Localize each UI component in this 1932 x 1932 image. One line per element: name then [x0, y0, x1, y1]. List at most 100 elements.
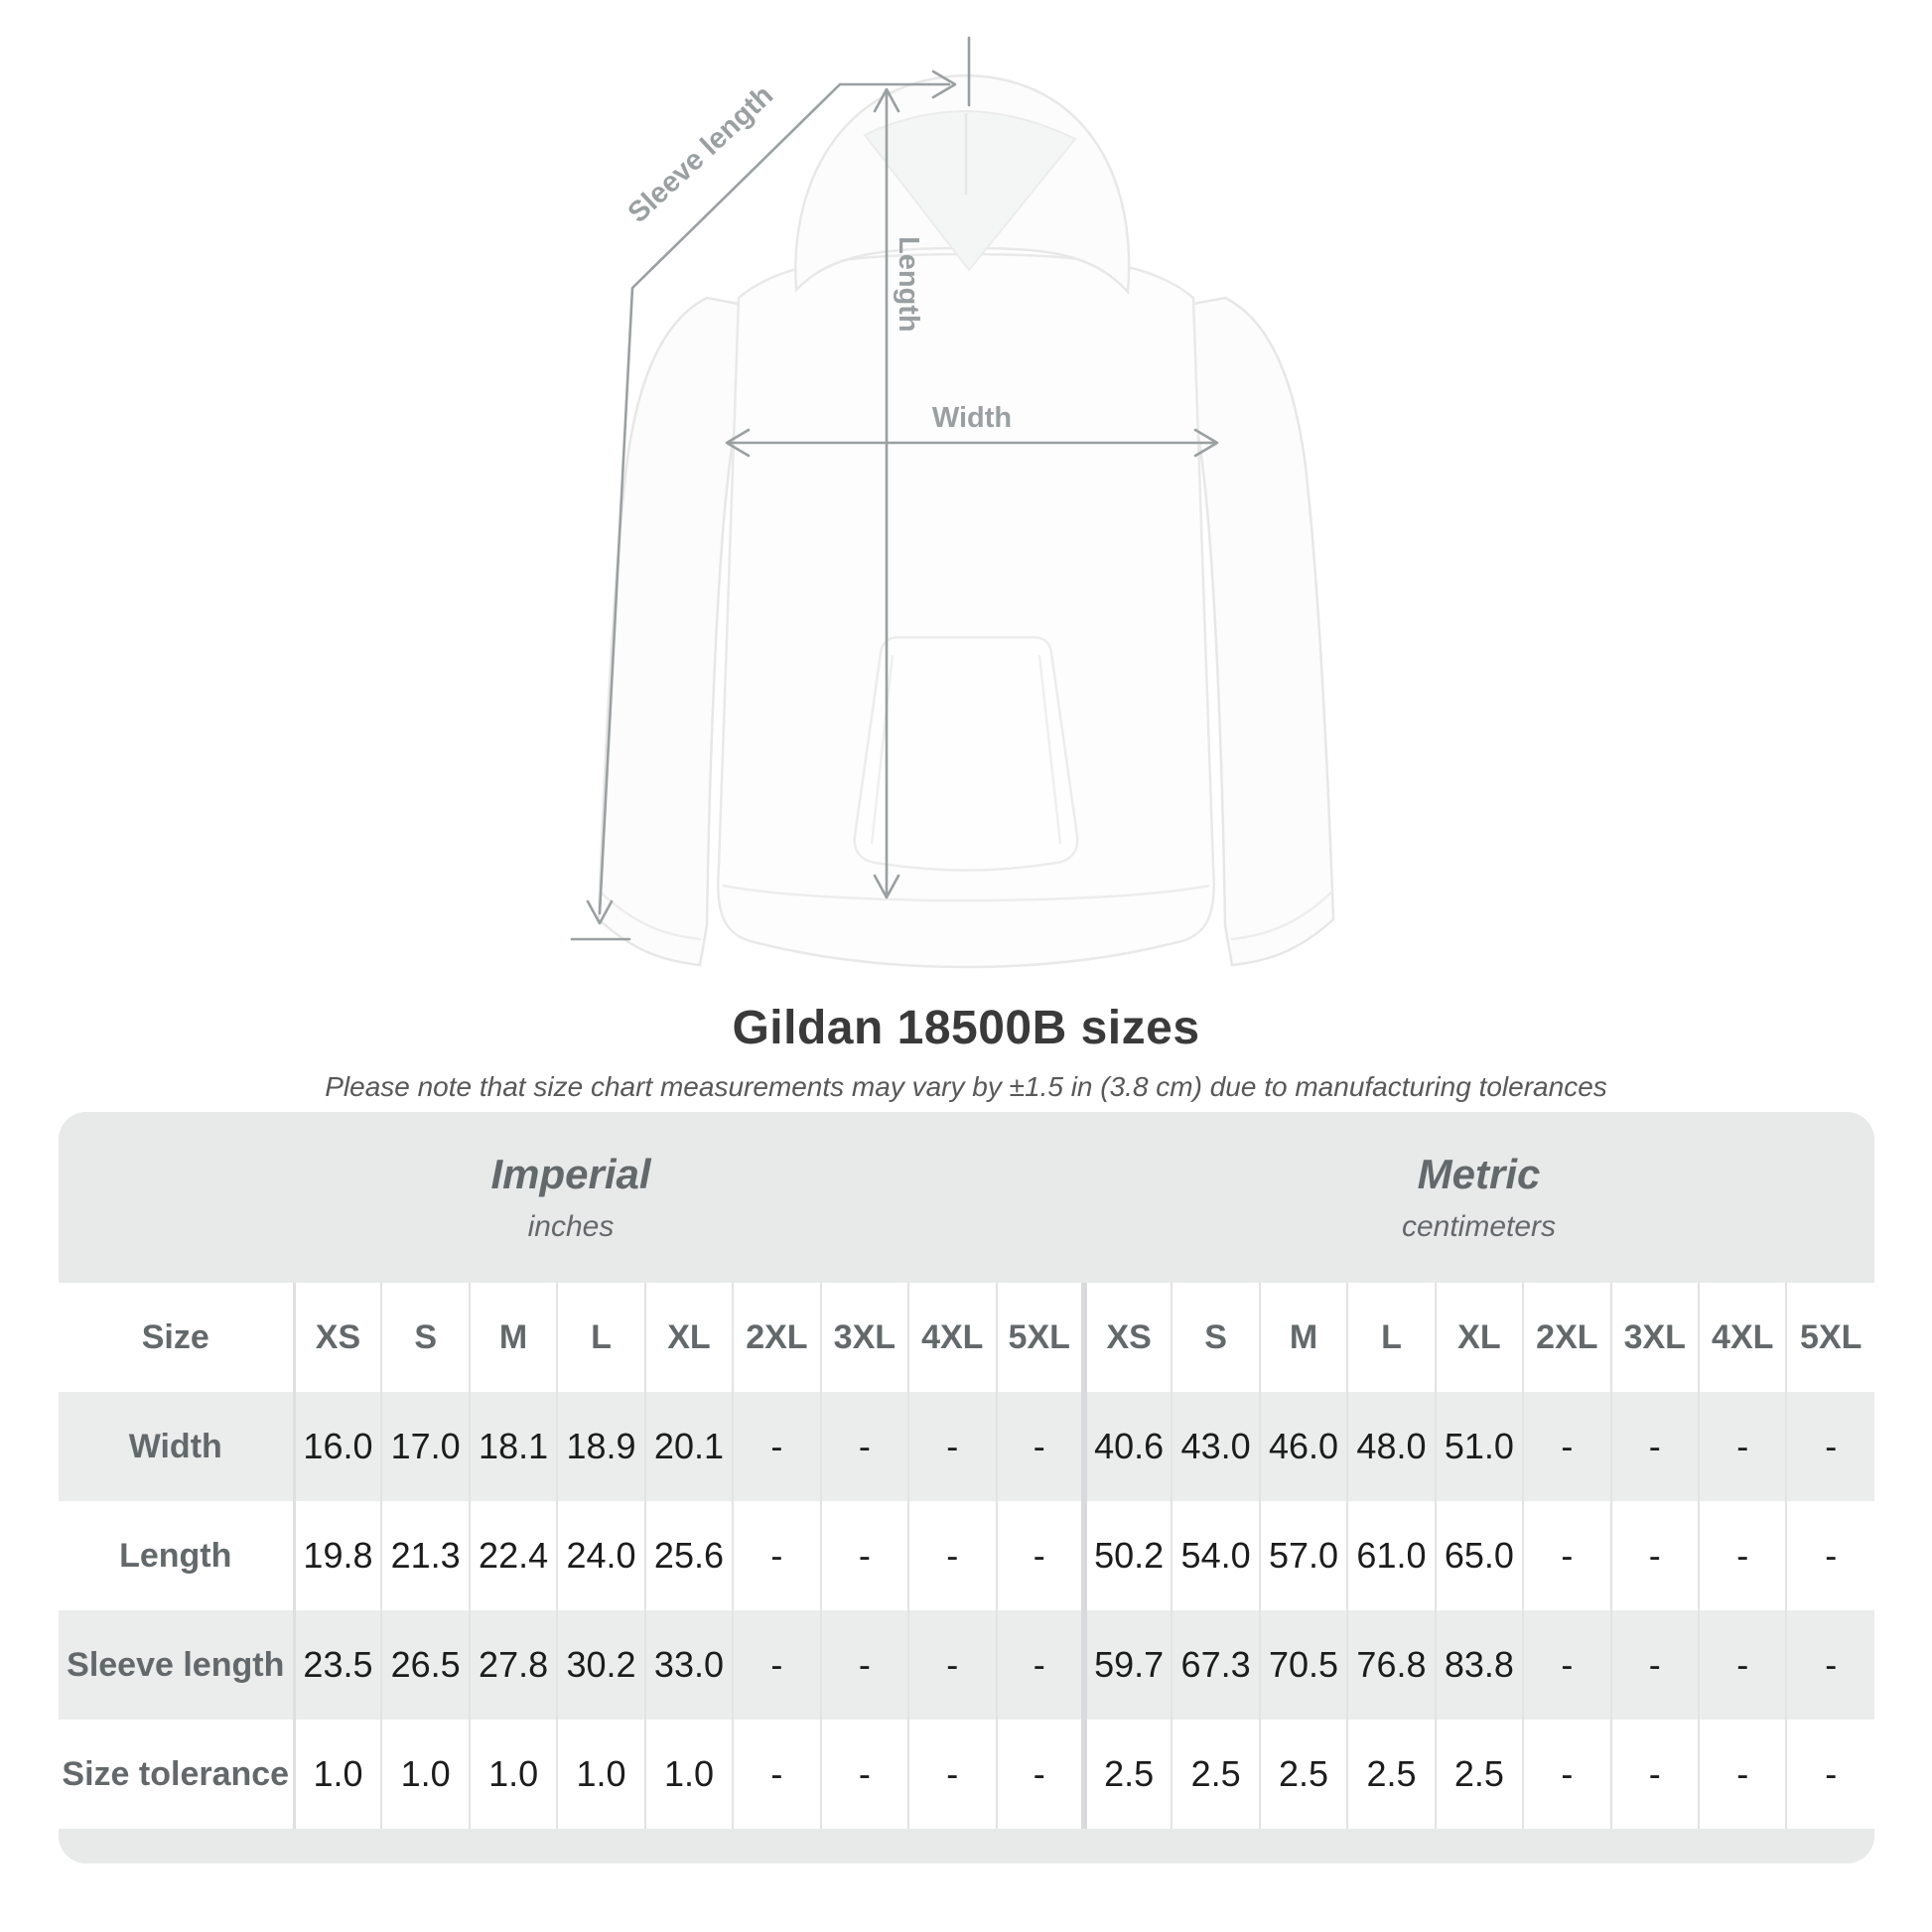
- size-header-cell: 5XL: [995, 1283, 1084, 1392]
- value-cell: 18.1: [468, 1392, 558, 1501]
- value-cell: 16.0: [292, 1392, 382, 1501]
- value-cell: 19.8: [292, 1501, 382, 1610]
- size-table-grid: Size XS S M L XL 2XL 3XL 4XL 5XL XS S M …: [59, 1283, 1874, 1829]
- size-header-cell: S: [1171, 1283, 1260, 1392]
- value-cell: 2.5: [1258, 1720, 1348, 1829]
- title-block: Gildan 18500B sizes Please note that siz…: [0, 1001, 1932, 1103]
- size-header-cell: XL: [643, 1283, 734, 1392]
- value-cell: -: [732, 1610, 821, 1720]
- value-cell: -: [1609, 1392, 1699, 1501]
- value-cell: -: [1609, 1720, 1699, 1829]
- value-cell: 76.8: [1346, 1610, 1436, 1720]
- unit-group-unit: inches: [527, 1210, 615, 1243]
- value-cell: -: [1522, 1720, 1611, 1829]
- value-cell: -: [1697, 1501, 1787, 1610]
- value-cell: -: [907, 1610, 997, 1720]
- value-cell: 54.0: [1171, 1501, 1260, 1610]
- value-cell: -: [907, 1720, 997, 1829]
- value-cell: 2.5: [1434, 1720, 1524, 1829]
- value-cell: -: [732, 1720, 821, 1829]
- value-cell: -: [1609, 1610, 1699, 1720]
- table-row-size-tolerance: Size tolerance 1.0 1.0 1.0 1.0 1.0 - - -…: [59, 1720, 1874, 1829]
- row-label: Length: [119, 1536, 232, 1575]
- table-footer-band: [59, 1829, 1874, 1863]
- value-cell: 83.8: [1434, 1610, 1524, 1720]
- size-table: Imperial inches Metric centimeters Size …: [59, 1112, 1874, 1863]
- sleeve-length-label: Sleeve length: [622, 79, 780, 229]
- value-cell: -: [1522, 1392, 1611, 1501]
- size-header-cell: S: [380, 1283, 470, 1392]
- value-cell: -: [995, 1610, 1084, 1720]
- size-header-cell: 4XL: [907, 1283, 997, 1392]
- value-cell: -: [907, 1392, 997, 1501]
- value-cell: 30.2: [556, 1610, 645, 1720]
- value-cell: -: [819, 1720, 909, 1829]
- value-cell: 67.3: [1171, 1610, 1260, 1720]
- value-cell: -: [819, 1501, 909, 1610]
- value-cell: 25.6: [643, 1501, 734, 1610]
- size-header-cell: M: [1258, 1283, 1348, 1392]
- row-label: Size tolerance: [62, 1754, 290, 1793]
- value-cell: 40.6: [1080, 1392, 1173, 1501]
- value-cell: 1.0: [292, 1720, 382, 1829]
- value-cell: 1.0: [556, 1720, 645, 1829]
- value-cell: 1.0: [380, 1720, 470, 1829]
- size-header-cell: 4XL: [1697, 1283, 1787, 1392]
- unit-group-metric: Metric centimeters: [1083, 1112, 1874, 1283]
- size-header-cell: 3XL: [1609, 1283, 1699, 1392]
- hoodie-pocket: [853, 635, 1079, 872]
- size-header-cell: 2XL: [1522, 1283, 1611, 1392]
- value-cell: 43.0: [1171, 1392, 1260, 1501]
- value-cell: 61.0: [1346, 1501, 1436, 1610]
- size-header-cell: 5XL: [1785, 1283, 1874, 1392]
- value-cell: 33.0: [643, 1610, 734, 1720]
- length-label: Length: [893, 236, 924, 333]
- length-arrow: Length: [873, 87, 924, 899]
- size-header-cell: 2XL: [732, 1283, 821, 1392]
- hoodie-sleeves: [597, 296, 1335, 967]
- value-cell: -: [819, 1610, 909, 1720]
- value-cell: -: [1609, 1501, 1699, 1610]
- width-arrow: Width: [725, 402, 1219, 458]
- value-cell: -: [1785, 1610, 1874, 1720]
- value-cell: -: [1697, 1610, 1787, 1720]
- value-cell: 1.0: [643, 1720, 734, 1829]
- value-cell: 1.0: [468, 1720, 558, 1829]
- value-cell: 21.3: [380, 1501, 470, 1610]
- value-cell: -: [1522, 1610, 1611, 1720]
- size-header-cell: XS: [1080, 1283, 1173, 1392]
- size-header-cell: 3XL: [819, 1283, 909, 1392]
- value-cell: -: [732, 1392, 821, 1501]
- unit-group-name: Imperial: [490, 1151, 651, 1197]
- unit-group-imperial: Imperial inches: [59, 1112, 1083, 1283]
- value-cell: -: [907, 1501, 997, 1610]
- value-cell: -: [1785, 1501, 1874, 1610]
- table-row-sleeve-length: Sleeve length 23.5 26.5 27.8 30.2 33.0 -…: [59, 1610, 1874, 1720]
- size-header-cell: L: [556, 1283, 645, 1392]
- value-cell: 46.0: [1258, 1392, 1348, 1501]
- page-title: Gildan 18500B sizes: [732, 1002, 1200, 1054]
- value-cell: 48.0: [1346, 1392, 1436, 1501]
- value-cell: 27.8: [468, 1610, 558, 1720]
- size-header-row: Size XS S M L XL 2XL 3XL 4XL 5XL XS S M …: [59, 1283, 1874, 1392]
- value-cell: 17.0: [380, 1392, 470, 1501]
- size-column-header: Size: [141, 1317, 209, 1356]
- value-cell: 26.5: [380, 1610, 470, 1720]
- value-cell: -: [1522, 1501, 1611, 1610]
- value-cell: -: [995, 1501, 1084, 1610]
- row-label: Sleeve length: [67, 1645, 285, 1684]
- hoodie-hood: [794, 73, 1131, 295]
- value-cell: 70.5: [1258, 1610, 1348, 1720]
- size-header-cell: M: [468, 1283, 558, 1392]
- value-cell: 18.9: [556, 1392, 645, 1501]
- value-cell: -: [1785, 1392, 1874, 1501]
- width-label: Width: [932, 402, 1012, 434]
- value-cell: 57.0: [1258, 1501, 1348, 1610]
- size-header-cell: XS: [292, 1283, 382, 1392]
- value-cell: 2.5: [1171, 1720, 1260, 1829]
- row-label: Width: [128, 1427, 222, 1465]
- value-cell: -: [995, 1392, 1084, 1501]
- value-cell: 2.5: [1080, 1720, 1173, 1829]
- unit-header-band: Imperial inches Metric centimeters: [59, 1112, 1874, 1283]
